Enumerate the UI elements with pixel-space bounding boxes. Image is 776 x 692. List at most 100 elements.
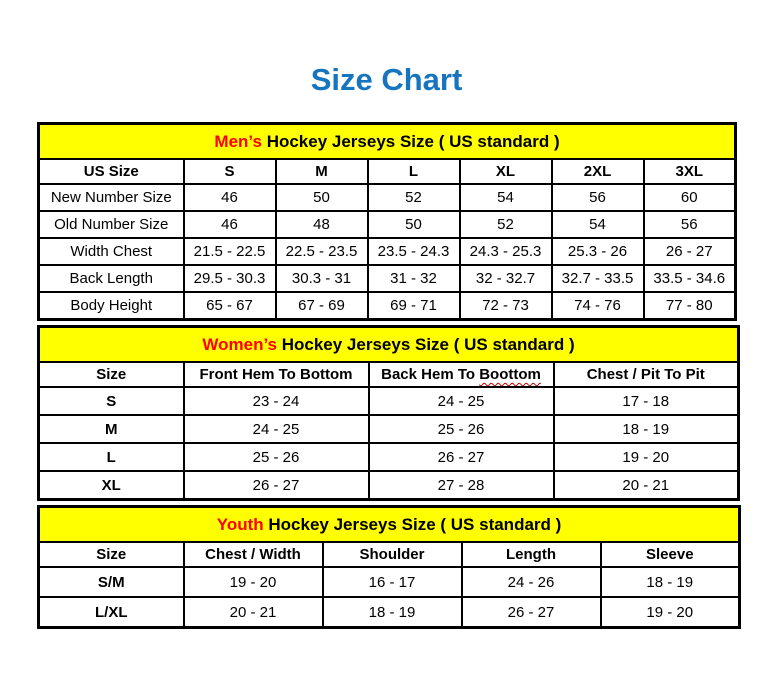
mens-col-header: XL (458, 158, 553, 185)
value-cell: 30.3 - 31 (274, 264, 369, 293)
youth-size-table: Youth Hockey Jerseys Size ( US standard … (37, 505, 742, 629)
row-label: Width Chest (37, 237, 185, 266)
womens-header-row: Size Front Hem To Bottom Back Hem To Boott… (37, 361, 740, 388)
value-cell: 23.5 - 24.3 (366, 237, 461, 266)
value-cell: 50 (274, 183, 369, 212)
mens-size-table: Men’s Hockey Jerseys Size ( US standard … (37, 122, 738, 321)
youth-header-row: Size Chest / Width Shoulder Length Sleeve (37, 541, 741, 568)
value-cell: 56 (550, 183, 645, 212)
value-cell: 24 - 25 (367, 386, 555, 416)
youth-band-rest: Hockey Jerseys Size ( US standard ) (263, 514, 562, 534)
womens-row: L 25 - 26 26 - 27 19 - 20 (37, 442, 740, 472)
value-cell: 24.3 - 25.3 (458, 237, 553, 266)
value-cell: 46 (182, 183, 277, 212)
womens-band-rest: Hockey Jerseys Size ( US standard ) (277, 334, 575, 354)
womens-col-header: Front Hem To Bottom (182, 361, 370, 388)
misspelled-word: Boottom (479, 366, 541, 383)
value-cell: 19 - 20 (599, 596, 741, 629)
value-cell: 22.5 - 23.5 (274, 237, 369, 266)
row-label: Body Height (37, 291, 185, 321)
value-cell: 26 - 27 (182, 470, 370, 501)
mens-band-title: Men’s Hockey Jerseys Size ( US standard … (37, 122, 737, 160)
womens-col-header: Size (37, 361, 185, 388)
value-cell: 67 - 69 (274, 291, 369, 321)
value-cell: 23 - 24 (182, 386, 370, 416)
value-cell: 52 (366, 183, 461, 212)
mens-header-row: US Size S M L XL 2XL 3XL (37, 158, 737, 185)
mens-col-header: M (274, 158, 369, 185)
value-cell: 46 (182, 210, 277, 239)
value-cell: 18 - 19 (321, 596, 463, 629)
value-cell: 60 (642, 183, 737, 212)
size-chart-sheet: Size Chart Men’s Hockey Jerseys Size ( U… (37, 62, 776, 629)
value-cell: 29.5 - 30.3 (182, 264, 277, 293)
row-label: S/M (37, 566, 185, 598)
value-cell: 50 (366, 210, 461, 239)
value-cell: 26 - 27 (367, 442, 555, 472)
mens-col-header: S (182, 158, 277, 185)
row-label: Back Length (37, 264, 185, 293)
value-cell: 33.5 - 34.6 (642, 264, 737, 293)
youth-col-header: Shoulder (321, 541, 463, 568)
mens-row: Back Length 29.5 - 30.3 30.3 - 31 31 - 32 32… (37, 264, 737, 293)
value-cell: 25 - 26 (182, 442, 370, 472)
value-cell: 21.5 - 22.5 (182, 237, 277, 266)
womens-band-title: Women’s Hockey Jerseys Size ( US standar… (37, 325, 740, 363)
value-cell: 54 (550, 210, 645, 239)
womens-row: XL 26 - 27 27 - 28 20 - 21 (37, 470, 740, 501)
mens-row: Old Number Size 46 48 50 52 54 56 (37, 210, 737, 239)
value-cell: 25 - 26 (367, 414, 555, 444)
value-cell: 52 (458, 210, 553, 239)
value-cell: 72 - 73 (458, 291, 553, 321)
youth-band-accent: Youth (216, 514, 264, 534)
value-cell: 26 - 27 (460, 596, 602, 629)
youth-col-header: Length (460, 541, 602, 568)
youth-col-header: Size (37, 541, 185, 568)
mens-col-header: L (366, 158, 461, 185)
value-cell: 19 - 20 (552, 442, 740, 472)
row-label: Old Number Size (37, 210, 185, 239)
mens-col-header: US Size (37, 158, 185, 185)
value-cell: 26 - 27 (642, 237, 737, 266)
value-cell: 18 - 19 (599, 566, 741, 598)
value-cell: 54 (458, 183, 553, 212)
value-cell: 25.3 - 26 (550, 237, 645, 266)
value-cell: 48 (274, 210, 369, 239)
row-label: XL (37, 470, 185, 501)
row-label: S (37, 386, 185, 416)
row-label: New Number Size (37, 183, 185, 212)
value-cell: 74 - 76 (550, 291, 645, 321)
size-tables: Men’s Hockey Jerseys Size ( US standard … (37, 122, 776, 629)
value-cell: 27 - 28 (367, 470, 555, 501)
value-cell: 18 - 19 (552, 414, 740, 444)
value-cell: 16 - 17 (321, 566, 463, 598)
value-cell: 32.7 - 33.5 (550, 264, 645, 293)
mens-col-header: 2XL (550, 158, 645, 185)
value-cell: 56 (642, 210, 737, 239)
value-cell: 65 - 67 (182, 291, 277, 321)
youth-col-header: Chest / Width (182, 541, 324, 568)
womens-row: S 23 - 24 24 - 25 17 - 18 (37, 386, 740, 416)
womens-col-header: Chest / Pit To Pit (552, 361, 740, 388)
mens-col-header: 3XL (642, 158, 737, 185)
value-cell: 31 - 32 (366, 264, 461, 293)
womens-row: M 24 - 25 25 - 26 18 - 19 (37, 414, 740, 444)
womens-col-header: Back Hem To Boottom (367, 361, 555, 388)
value-cell: 24 - 26 (460, 566, 602, 598)
mens-row: Width Chest 21.5 - 22.5 22.5 - 23.5 23.5 - … (37, 237, 737, 266)
mens-band-accent: Men’s (214, 131, 262, 151)
value-cell: 20 - 21 (552, 470, 740, 501)
value-cell: 24 - 25 (182, 414, 370, 444)
value-cell: 20 - 21 (182, 596, 324, 629)
row-label: L (37, 442, 185, 472)
youth-col-header: Sleeve (599, 541, 741, 568)
value-cell: 32 - 32.7 (458, 264, 553, 293)
value-cell: 19 - 20 (182, 566, 324, 598)
value-cell: 17 - 18 (552, 386, 740, 416)
womens-band-row: Women’s Hockey Jerseys Size ( US standar… (37, 325, 740, 363)
womens-size-table: Women’s Hockey Jerseys Size ( US standar… (37, 325, 741, 501)
womens-band-accent: Women’s (202, 334, 277, 354)
mens-row: Body Height 65 - 67 67 - 69 69 - 71 72 - 73 7… (37, 291, 737, 321)
youth-row: L/XL 20 - 21 18 - 19 26 - 27 19 - 20 (37, 596, 741, 629)
youth-band-title: Youth Hockey Jerseys Size ( US standard … (37, 505, 741, 543)
